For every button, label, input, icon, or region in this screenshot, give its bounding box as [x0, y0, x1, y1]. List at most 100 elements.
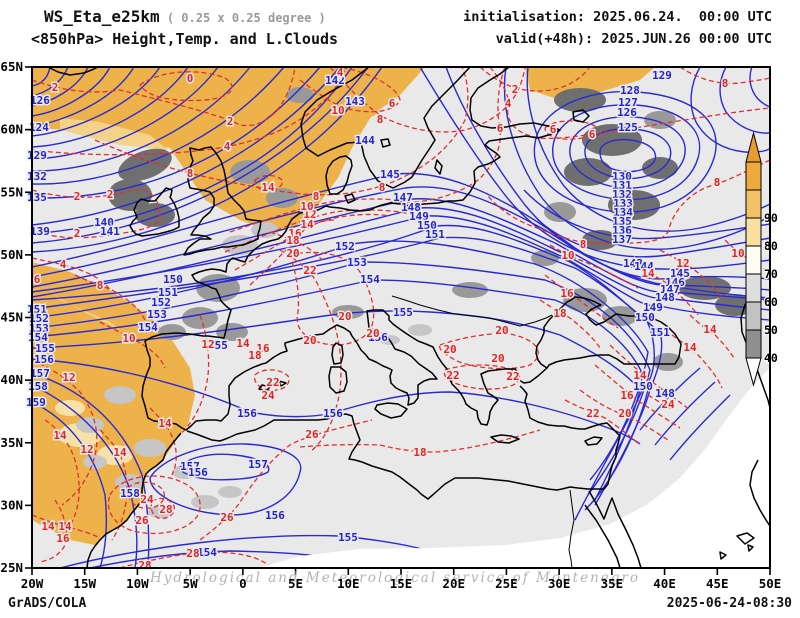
temp-contour-label: 2 [74, 190, 81, 203]
temp-contour-label: 2 [74, 227, 81, 240]
lon-tick-label: 20E [442, 576, 465, 591]
height-contour-label: 157 [30, 367, 50, 380]
lat-tick-label: 25N [0, 560, 23, 575]
temp-contour-label: 14 [158, 417, 172, 430]
temp-contour-label: 14 [236, 337, 250, 350]
height-contour-label: 147 [660, 283, 680, 296]
lon-tick-label: 20W [21, 576, 44, 591]
temp-contour-label: 2 [107, 188, 114, 201]
lon-tick-label: 10W [126, 576, 149, 591]
height-contour-label: 153 [29, 322, 49, 335]
temp-contour-label: 24 [261, 389, 275, 402]
temp-contour-label: 10 [731, 247, 744, 260]
temp-contour-label: 20 [443, 343, 456, 356]
lon-tick-label: 40E [653, 576, 676, 591]
watermark: Hydrological and Meteorological service … [149, 570, 640, 586]
height-contour-label: 156 [323, 407, 343, 420]
height-contour-label: 134 [613, 206, 633, 219]
temp-contour-label: 8 [714, 176, 721, 189]
height-contour-label: 151 [650, 326, 670, 339]
temp-contour-label: 16 [256, 342, 270, 355]
map-subtitle: <850hPa> Height,Temp. and L.Clouds [31, 30, 339, 48]
temp-contour-label: 14 [53, 429, 67, 442]
temp-contour-label: 14 [58, 520, 72, 533]
coastlines [47, 66, 771, 569]
valid-time: valid(+48h): 2025.JUN.26 00:00 UTC [495, 31, 772, 47]
grads-credit: GrADS/COLA [8, 596, 87, 611]
temp-contour-label: 20 [618, 407, 631, 420]
height-contour-label: 156 [188, 466, 208, 479]
temp-contour-label: 14 [703, 323, 717, 336]
lon-tick-label: 15E [390, 576, 413, 591]
temp-contour-label: 8 [97, 279, 104, 292]
temp-contour-label: 6 [34, 273, 41, 286]
height-contour-label: 145 [670, 267, 690, 280]
temp-contour-label: 14 [261, 181, 275, 194]
height-contour-label: 150 [417, 219, 437, 232]
height-contour-label: 148 [655, 291, 675, 304]
temp-contour-label: 24 [661, 398, 675, 411]
height-contour-label: 142 [325, 74, 345, 87]
height-contour-label: 129 [652, 69, 672, 82]
height-contour-label: 157 [248, 458, 268, 471]
lat-tick-label: 35N [0, 435, 23, 450]
temp-contour-label: 16 [56, 532, 70, 545]
height-contour-label: 144 [634, 260, 654, 273]
temp-contour-label: 16 [620, 389, 634, 402]
height-contour-label: 130 [612, 170, 632, 183]
height-contour-label: 151 [158, 286, 178, 299]
temp-contour-label: 8 [580, 238, 587, 251]
lon-tick-label: 10E [337, 576, 360, 591]
height-contour-label: 154 [138, 321, 158, 334]
lat-tick-label: 45N [0, 310, 23, 325]
height-contour-label: 132 [27, 170, 47, 183]
height-contour-label: 127 [618, 96, 638, 109]
lat-tick-label: 60N [0, 122, 23, 137]
temp-contour-label: 20 [303, 334, 316, 347]
temp-contour-label: 14 [300, 218, 314, 231]
height-contour-label: 156 [368, 331, 388, 344]
temp-contour-label: 18 [248, 349, 261, 362]
initialisation-time: initialisation: 2025.06.24. 00:00 UTC [463, 9, 772, 25]
colorbar-segment [745, 273, 762, 303]
temp-contour-label: 12 [80, 443, 93, 456]
height-contour-label: 152 [151, 296, 171, 309]
height-contour-label: 155 [208, 339, 228, 352]
temp-contour-label: 10 [122, 332, 135, 345]
temp-contour-label: 22 [266, 376, 279, 389]
temp-contour-label: 22 [303, 264, 316, 277]
colorbar-segment [745, 301, 762, 331]
temp-contour-label: 26 [220, 511, 234, 524]
temp-contour-label: 4 [60, 258, 67, 271]
height-contour-label: 129 [27, 149, 47, 162]
temp-contour-label: 6 [550, 123, 557, 136]
colorbar-bottom-arrow [745, 357, 762, 387]
lon-tick-label: 5W [183, 576, 199, 591]
temp-contour-label: 0 [187, 72, 194, 85]
temp-contour-label: 14 [41, 520, 55, 533]
height-contour-label: 139 [30, 225, 50, 238]
height-contour-label: 156 [237, 407, 257, 420]
temp-contour-label: 12 [676, 257, 689, 270]
temp-contour-label: 14 [641, 267, 655, 280]
height-contour-label: 150 [633, 380, 653, 393]
lat-tick-label: 65N [0, 59, 23, 74]
temp-contour-label: 22 [586, 407, 599, 420]
height-contour-label: 143 [623, 257, 643, 270]
axis-ticks [25, 66, 771, 575]
height-contour-label: 156 [34, 353, 54, 366]
height-contour-label: 143 [345, 95, 365, 108]
height-contour-label: 159 [26, 396, 46, 409]
temp-contour-label: 24 [140, 493, 154, 506]
temp-contour-label: 8 [379, 181, 386, 194]
temp-contour-label: 10 [300, 200, 313, 213]
temp-contour-label: 8 [187, 167, 194, 180]
temp-contour-label: 8 [722, 77, 729, 90]
height-contour-label: 157 [180, 460, 200, 473]
temp-contour-label: 2 [227, 115, 234, 128]
height-contour-label: 151 [425, 228, 445, 241]
temp-contour-label: 10 [331, 104, 344, 117]
temp-contour-label: 6 [389, 97, 396, 110]
